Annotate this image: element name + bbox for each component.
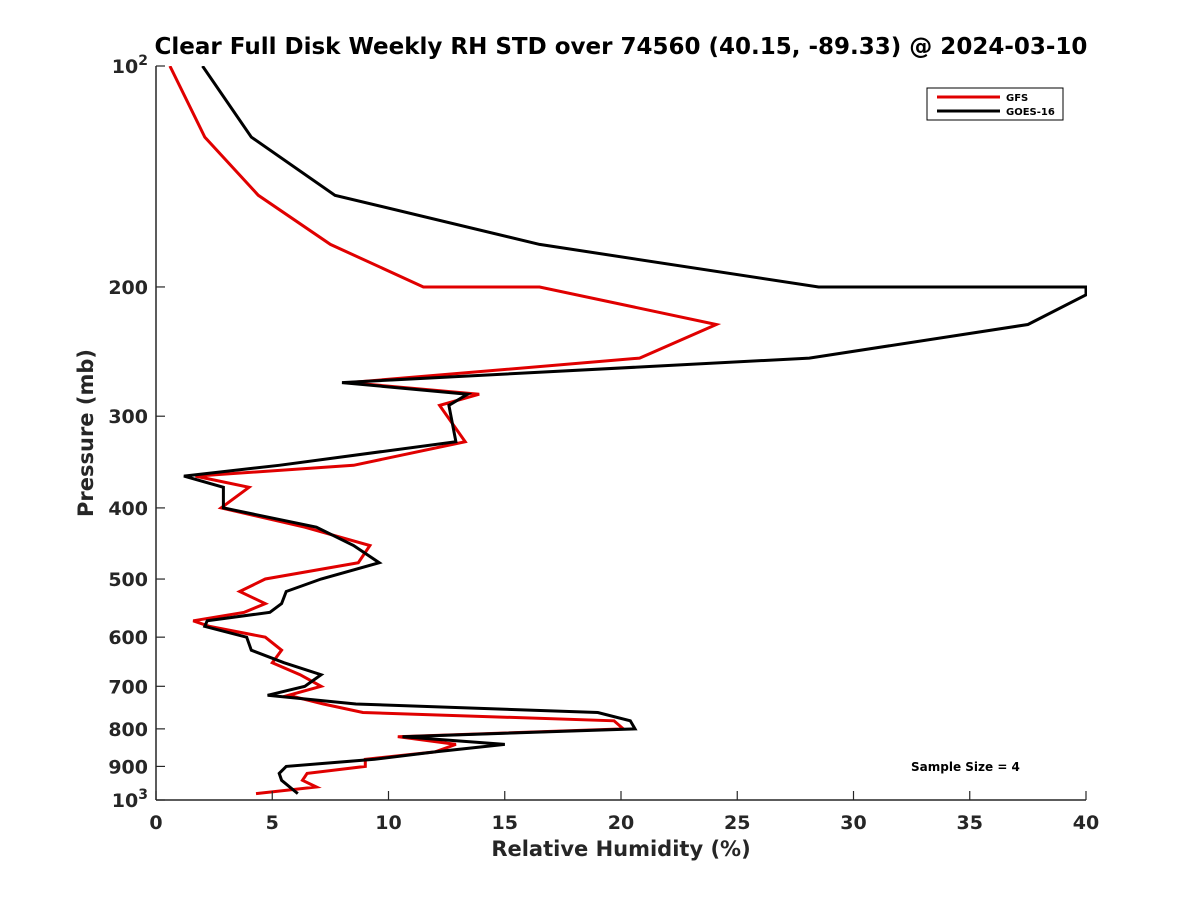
y-axis-label: Pressure (mb) (74, 349, 98, 517)
legend: GFS GOES-16 (926, 87, 1064, 121)
y-tick-label: 600 (108, 627, 148, 649)
y-tick-label: 102 (112, 53, 148, 78)
legend-label: GFS (1006, 93, 1028, 104)
y-tick-label: 500 (108, 569, 148, 591)
series-group (168, 66, 1087, 796)
x-tick-label: 5 (266, 812, 279, 834)
x-tick-label: 0 (149, 812, 162, 834)
y-tick-label: 300 (108, 406, 148, 428)
legend-box (926, 87, 1064, 121)
x-tick-label: 15 (492, 812, 518, 834)
x-tick-label: 40 (1073, 812, 1099, 834)
legend-label: GOES-16 (1006, 107, 1055, 118)
chart-title: Clear Full Disk Weekly RH STD over 74560… (155, 34, 1088, 60)
x-axis-label: Relative Humidity (%) (491, 837, 750, 861)
x-tick-label: 25 (724, 812, 750, 834)
x-tick-label: 20 (608, 812, 634, 834)
sample-size-annotation: Sample Size = 4 (911, 760, 1020, 774)
series-line-goes-16 (183, 66, 1087, 795)
x-tick-label: 35 (957, 812, 983, 834)
y-tick-label: 103 (112, 787, 148, 812)
plot-background (156, 66, 1086, 800)
axes: 0 5 10 15 20 25 30 35 40 102 200 300 400 500 600 700 800… (108, 53, 1099, 834)
y-tick-label: 800 (108, 719, 148, 741)
series-line-gfs (168, 66, 722, 796)
y-tick-label: 200 (108, 277, 148, 299)
x-tick-label: 30 (840, 812, 866, 834)
y-tick-label: 400 (108, 498, 148, 520)
plot-area (156, 66, 1087, 800)
y-tick-label: 900 (108, 756, 148, 778)
x-tick-label: 10 (375, 812, 401, 834)
y-tick-label: 700 (108, 676, 148, 698)
